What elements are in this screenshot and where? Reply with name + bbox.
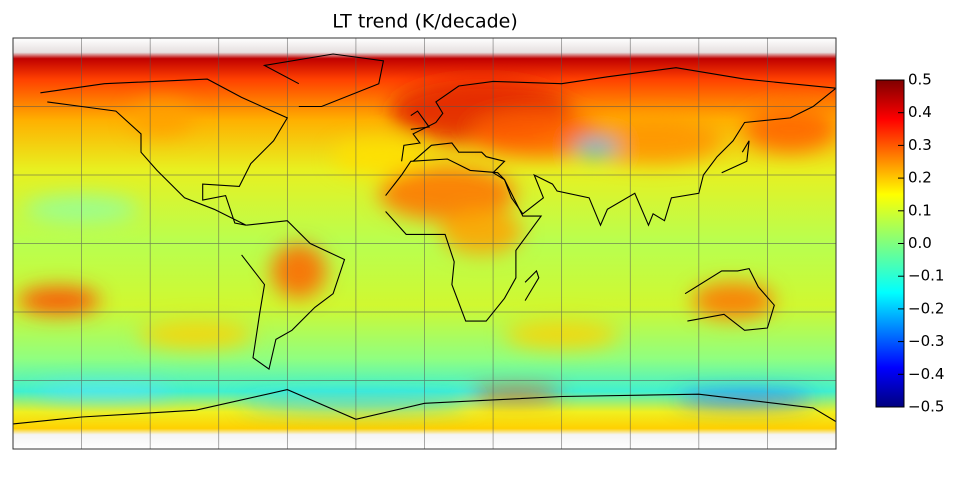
colorbar-tick-label: −0.5 <box>908 398 944 416</box>
field-patch <box>17 286 100 315</box>
colorbar-tick-label: 0.4 <box>908 103 932 121</box>
field-patch <box>691 282 775 319</box>
coastline <box>524 269 540 301</box>
colorbar-tick-label: 0.1 <box>908 201 932 219</box>
colorbar-tick-label: −0.3 <box>908 332 944 350</box>
colorbar-tick-label: 0.0 <box>908 234 932 252</box>
coastline <box>241 220 346 371</box>
field-patch <box>470 111 608 157</box>
colorbar-tick-label: −0.4 <box>908 365 944 383</box>
field-patch <box>138 321 254 349</box>
coastline <box>40 78 289 226</box>
coastline <box>262 53 385 108</box>
colorbar-tick-label: 0.5 <box>908 71 932 89</box>
coastline <box>684 267 775 331</box>
colorbar-tick-label: 0.2 <box>908 169 932 187</box>
field-patch <box>129 99 194 137</box>
colorbar-tick-label: 0.3 <box>908 136 932 154</box>
colorbar-tick-label: −0.1 <box>908 267 944 285</box>
field-patch <box>744 106 836 153</box>
field-patch <box>35 385 174 399</box>
map-title: LT trend (K/decade) <box>332 11 518 33</box>
map-frame <box>12 37 837 450</box>
field-patch <box>271 243 327 299</box>
map <box>13 38 836 449</box>
field-patch <box>573 138 619 157</box>
field-patch <box>378 165 516 221</box>
coastline <box>410 110 431 130</box>
field-patch <box>440 209 523 255</box>
coastline <box>13 389 836 425</box>
field-patch <box>584 117 722 164</box>
coastline <box>721 140 750 174</box>
colorbar-tick-label: −0.2 <box>908 299 944 317</box>
coastline <box>385 158 543 322</box>
coastline <box>401 67 836 227</box>
